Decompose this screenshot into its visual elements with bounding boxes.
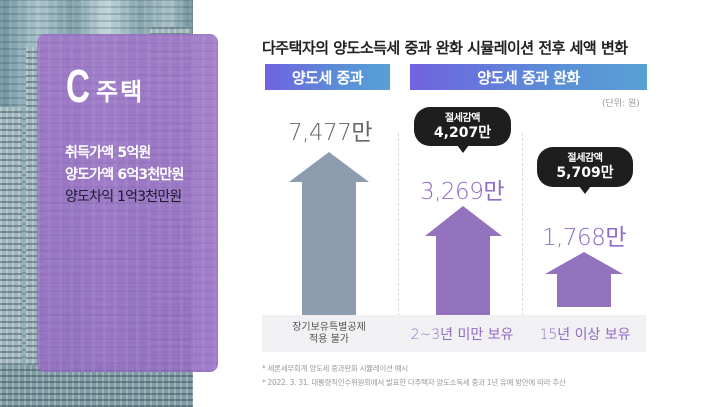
category-label-2-3-years: 2~3년 미만 보유 — [410, 326, 514, 343]
header-heavy-tax: 양도세 중과 — [265, 64, 390, 90]
arrow-up-icon — [425, 206, 502, 315]
house-title: C 주택 — [66, 60, 145, 112]
column-divider — [522, 133, 523, 316]
unit-label: (단위: 원) — [602, 99, 640, 109]
value-heavy-tax: 7,477만 — [287, 120, 373, 146]
column-divider — [398, 133, 399, 316]
savings-value: 5,709만 — [556, 165, 614, 181]
category-label-strip — [262, 315, 646, 352]
acquisition-price: 취득가액 5억원 — [65, 145, 151, 161]
value-15-years: 1,768만 — [541, 225, 627, 251]
savings-title: 절세감액 — [444, 113, 481, 124]
house-info-card — [37, 34, 218, 372]
footnote: * 2022. 3. 31. 대통령직인수위원회에서 발표한 다주택자 양도소득… — [262, 378, 566, 387]
savings-bubble: 절세감액 5,709만 — [537, 147, 633, 194]
house-label: 주택 — [96, 78, 145, 106]
arrow-up-icon — [289, 152, 369, 315]
category-label-heavy-tax: 장기보유특별공제 적용 불가 — [262, 315, 396, 352]
category-label-line: 장기보유특별공제 — [292, 321, 366, 333]
capital-gain: 양도차익 1억3천만원 — [65, 189, 182, 205]
savings-value: 4,207만 — [433, 125, 492, 141]
chart-title: 다주택자의 양도소득세 중과 완화 시뮬레이션 전후 세액 변화 — [262, 39, 628, 57]
savings-title: 절세감액 — [567, 153, 603, 164]
arrow-up-icon — [545, 252, 623, 307]
house-details: 취득가액 5억원 양도가액 6억3천만원 양도차익 1억3천만원 — [65, 142, 184, 208]
sale-price: 양도가액 6억3천만원 — [65, 167, 184, 183]
savings-bubble: 절세감액 4,207만 — [414, 107, 511, 153]
value-2-3-years: 3,269만 — [419, 179, 505, 205]
category-label-line: 적용 불가 — [309, 333, 349, 345]
house-letter: C — [66, 60, 90, 112]
header-tax-relief: 양도세 중과 완화 — [410, 64, 647, 90]
footnote: * 세론세무회계 양도세 중과완화 시뮬레이션 예시 — [262, 364, 408, 373]
category-label-15-years: 15년 이상 보유 — [539, 326, 631, 343]
